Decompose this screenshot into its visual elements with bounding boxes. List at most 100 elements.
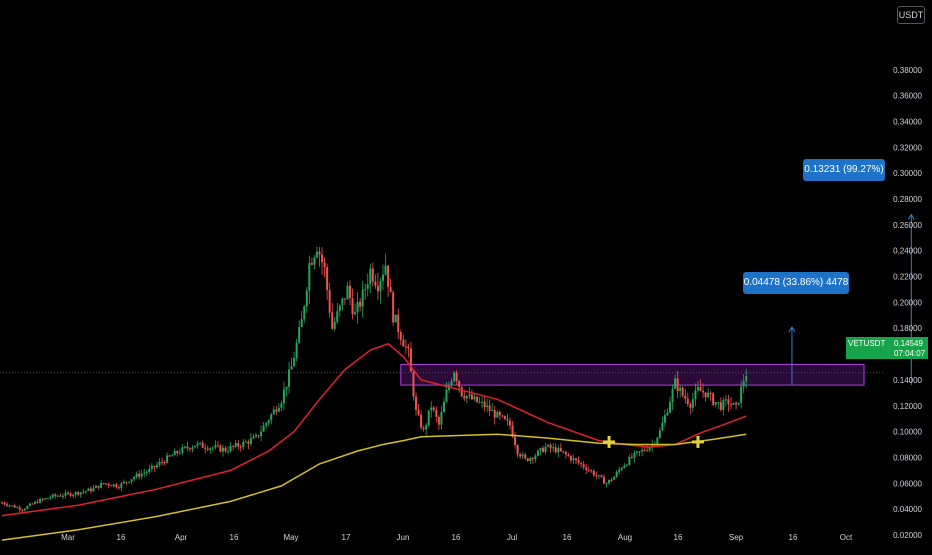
candle-body [509,420,511,426]
candle-body [36,501,39,503]
candle-body [641,449,644,452]
candle-body [470,394,473,400]
candle-body [265,422,268,426]
candle-body [34,501,37,504]
candle-body [402,339,405,347]
candle-body [409,348,412,372]
candle-body [529,458,532,462]
candle-body [23,508,26,511]
candle-body [562,451,565,453]
candle-body [303,306,306,320]
candle-body [260,431,263,437]
candle-body [397,314,400,333]
candle-body [143,472,146,474]
ma-line-yellow [1,433,747,541]
resistance-zone [400,363,865,386]
candle-body [686,398,689,405]
candle-body [13,505,16,508]
candle-body [155,464,158,468]
cross-marker [696,435,700,448]
x-tick-label: 16 [563,533,572,542]
candle-body [719,402,722,410]
candle-body [534,455,537,460]
candle-body [699,387,702,392]
candle-body [623,465,626,468]
candle-body [432,407,435,410]
candle-body [21,509,24,511]
candle-body [610,479,613,481]
candle-body [724,399,727,401]
candle-body [97,485,100,488]
candle-body [501,415,504,417]
x-tick-label: Mar [61,533,75,542]
candle-body [722,399,725,410]
candle-body [559,448,562,452]
candle-body [69,493,72,496]
candle-body [712,393,715,405]
x-tick-label: 16 [452,533,461,542]
candle-body [585,467,588,471]
candle-body [74,492,77,495]
y-tick-label: 0.34000 [893,118,922,127]
candle-body [110,485,113,487]
candle-body [161,462,164,464]
candle-body [6,504,9,506]
candle-body [404,346,407,348]
candle-body [628,456,631,465]
x-tick-label: Oct [840,533,853,542]
candle-body [105,483,108,485]
candle-body [41,499,44,501]
candle-body [486,405,489,408]
projection-arrowhead [907,213,915,220]
x-tick-label: Aug [618,533,632,542]
candle-body [323,262,326,268]
candle-body [389,287,392,293]
candle-body [194,445,197,448]
candle-body [478,401,481,403]
currency-button[interactable]: USDT [897,6,925,24]
candle-body [39,499,42,503]
candle-body [122,481,125,484]
candle-body [483,401,486,408]
ma-line-red [1,342,747,517]
candle-body [3,502,6,505]
symbol-name: VETUSDT [848,339,886,348]
candle-body [153,465,156,468]
candle-body [348,285,351,299]
projection-label-2: 0.13231 (99.27%) [803,159,885,181]
x-tick-label: 16 [789,533,798,542]
candle-body [247,441,250,444]
candle-body [214,445,217,448]
candle-body [427,410,430,426]
cross-marker [607,435,611,448]
candle-body [232,446,235,448]
candle-body [696,387,699,391]
candle-body [305,290,308,307]
candle-body [577,460,580,463]
candle-body [384,265,387,275]
candle-body [498,411,501,416]
candle-body [100,483,103,488]
candle-body [729,404,732,406]
y-tick-label: 0.10000 [893,428,922,437]
y-tick-label: 0.30000 [893,169,922,178]
y-tick-label: 0.08000 [893,453,922,462]
candle-body [219,445,222,452]
candle-body [531,458,534,460]
candle-body [473,396,476,400]
candle-body [740,386,743,403]
candle-body [595,475,598,477]
candle-body [465,395,468,399]
candle-body [636,451,638,453]
candle-body [257,435,260,437]
candle-body [8,505,11,507]
candle-body [702,391,705,393]
y-tick-label: 0.14000 [893,376,922,385]
candle-body [481,401,484,403]
y-tick-label: 0.04000 [893,505,922,514]
candle-body [455,372,458,381]
candle-body [115,484,118,488]
y-tick-label: 0.32000 [893,143,922,152]
